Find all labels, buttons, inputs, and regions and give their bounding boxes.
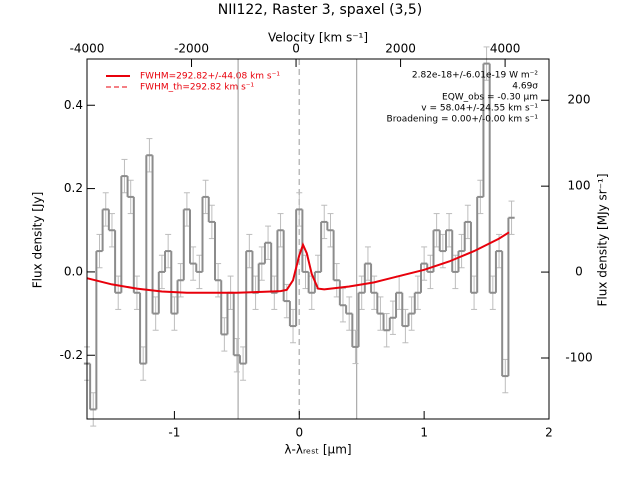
x2-tick-label: 4000 <box>490 42 521 56</box>
x2-tick-label: 2000 <box>385 42 416 56</box>
x-axis-label: λ-λᵣₑₛₜ [μm] <box>284 443 351 457</box>
annotation: Broadening = 0.00+/-0.00 km s⁻¹ <box>387 115 539 125</box>
x2-tick-label: -4000 <box>70 42 105 56</box>
y-tick-label: 0.4 <box>64 98 83 112</box>
x-tick-label: 0 <box>295 426 303 440</box>
y2-tick-label: 0 <box>575 265 583 279</box>
y-tick-label: -0.2 <box>60 348 83 362</box>
x-tick-label: -1 <box>168 426 180 440</box>
y2-tick-label: 200 <box>568 93 591 107</box>
chart-title: NII122, Raster 3, spaxel (3,5) <box>218 2 423 18</box>
x-tick-label: 2 <box>545 426 553 440</box>
y-tick-label: 0.2 <box>64 181 83 195</box>
plot-frame <box>86 58 550 420</box>
annotation: EQW_obs = -0.30 μm <box>442 93 538 103</box>
x2-tick-label: 0 <box>292 42 300 56</box>
legend-label: FWHM=292.82+/-44.08 km s⁻¹ <box>140 72 280 82</box>
fit-line <box>86 231 510 294</box>
y2-axis-label: Flux density [MJy sr⁻¹] <box>596 173 610 306</box>
annotation: 2.82e-18+/-6.01e-19 W m⁻² <box>412 71 539 81</box>
x-tick-label: 1 <box>420 426 428 440</box>
annotation: v = 58.04+/-24.55 km s⁻¹ <box>421 104 538 114</box>
y2-tick-label: -100 <box>565 350 592 364</box>
x2-tick-label: -2000 <box>174 42 209 56</box>
y-tick-label: 0.0 <box>64 264 83 278</box>
y-axis-label: Flux density [Jy] <box>31 192 45 289</box>
y2-tick-label: 100 <box>568 179 591 193</box>
x2-axis-label: Velocity [km s⁻¹] <box>268 31 368 45</box>
annotation: 4.69σ <box>512 82 538 92</box>
legend-label: FWHM_th=292.82 km s⁻¹ <box>140 83 255 93</box>
